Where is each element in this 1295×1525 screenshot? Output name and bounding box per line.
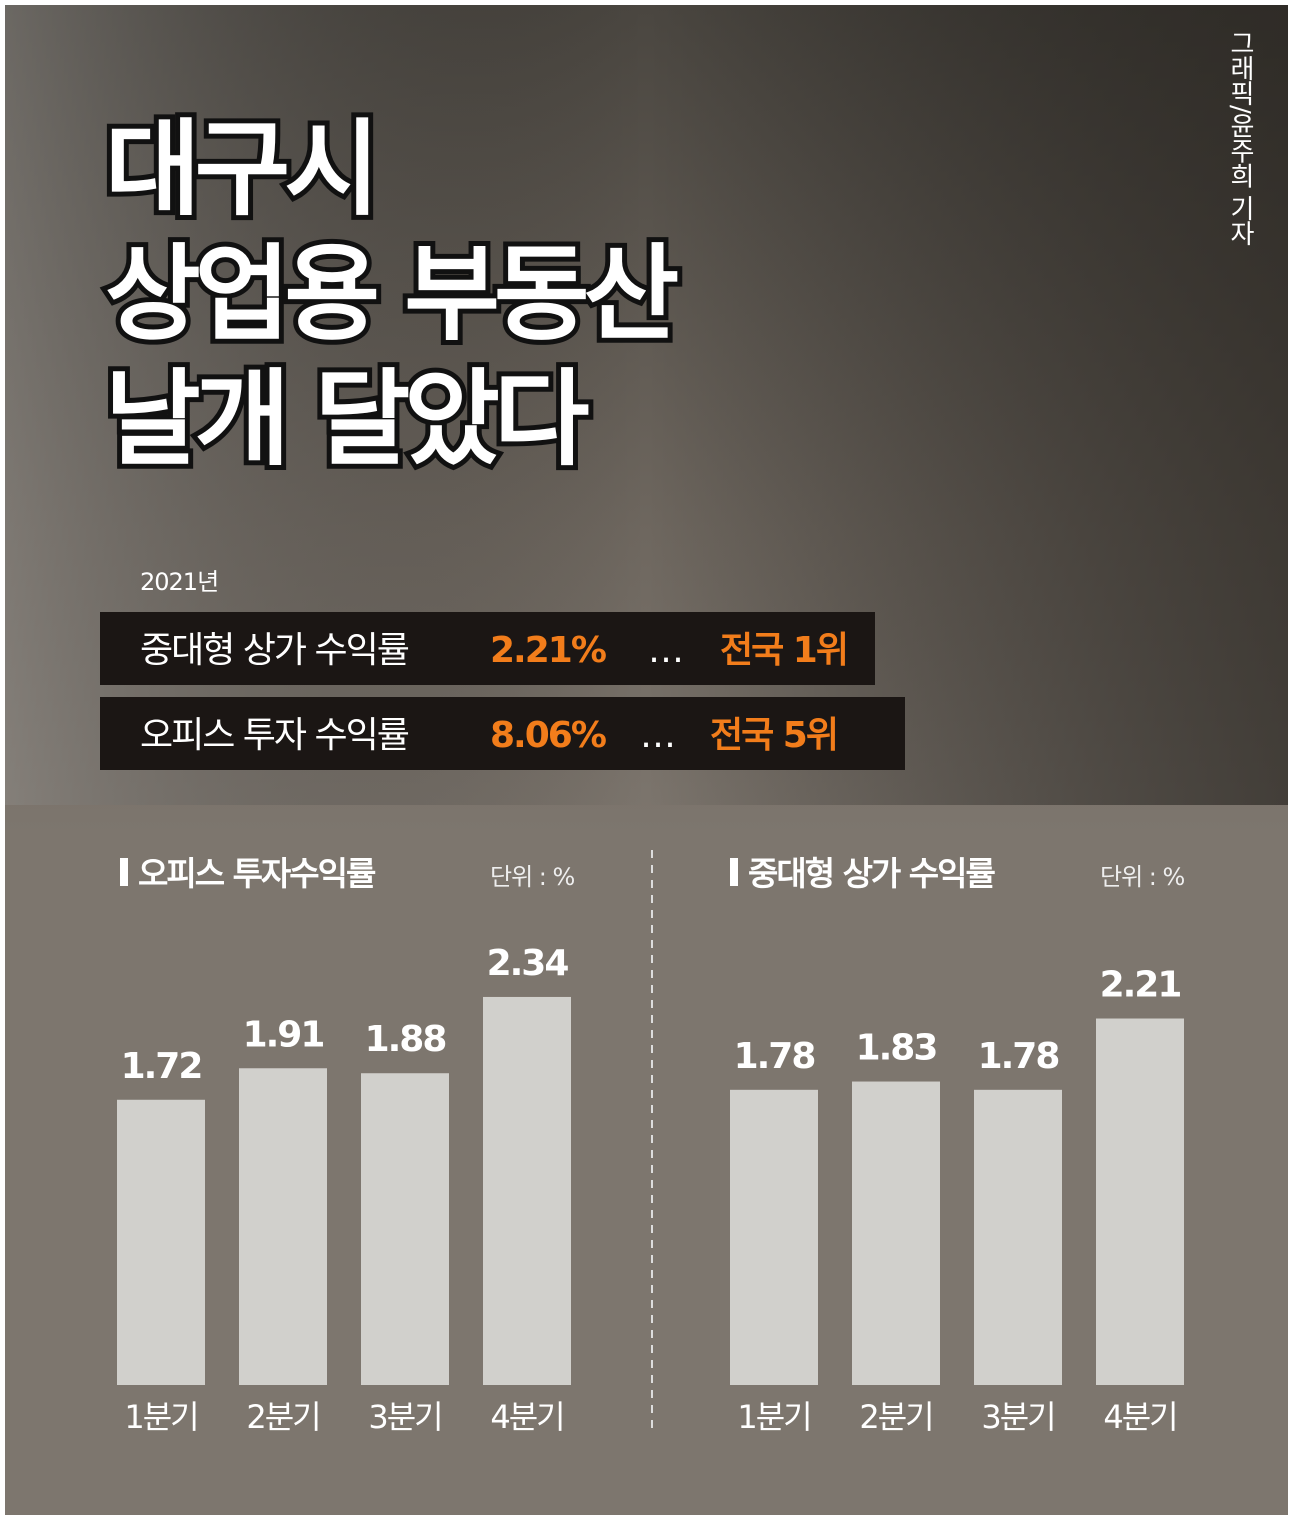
bar: [483, 996, 571, 1385]
highlight-rank: 전국 5위: [710, 715, 837, 756]
x-tick-label: 2분기: [859, 1398, 932, 1436]
unit-label: 단위 : %: [490, 863, 575, 891]
highlight-value: 8.06%: [490, 715, 606, 756]
highlight-box: [100, 612, 875, 685]
chart-title: 오피스 투자수익률: [138, 854, 376, 893]
unit-label: 단위 : %: [1100, 863, 1185, 891]
title-line: 날개 달았다: [105, 358, 589, 480]
value-label: 2.21: [1100, 965, 1181, 1006]
heading-marker: [730, 858, 738, 886]
value-label: 1.88: [365, 1019, 446, 1060]
value-label: 1.78: [978, 1036, 1059, 1077]
value-label: 1.72: [121, 1046, 202, 1087]
x-tick-label: 1분기: [124, 1398, 197, 1436]
bar: [239, 1068, 327, 1385]
value-label: 1.83: [856, 1028, 937, 1069]
value-label: 1.91: [243, 1014, 324, 1055]
bar: [852, 1081, 940, 1385]
highlight-label: 중대형 상가 수익률: [140, 630, 409, 671]
value-label: 1.78: [734, 1036, 815, 1077]
highlight-label: 오피스 투자 수익률: [140, 715, 409, 756]
x-tick-label: 3분기: [368, 1398, 441, 1436]
x-tick-label: 2분기: [246, 1398, 319, 1436]
credit: 그래픽/윤주희 기자: [1225, 30, 1255, 246]
chart-title: 중대형 상가 수익률: [748, 854, 995, 893]
x-tick-label: 3분기: [981, 1398, 1054, 1436]
value-label: 2.34: [487, 943, 569, 984]
bar: [730, 1089, 818, 1385]
x-tick-label: 1분기: [737, 1398, 810, 1436]
bar: [1096, 1018, 1184, 1385]
bar: [974, 1089, 1062, 1385]
title-line: 상업용 부동산: [105, 233, 678, 355]
highlight-rank: 전국 1위: [720, 630, 847, 671]
heading-marker: [120, 858, 128, 886]
highlight-box: [100, 697, 905, 770]
x-tick-label: 4분기: [1103, 1398, 1176, 1436]
year: 2021년: [140, 568, 218, 596]
x-tick-label: 4분기: [490, 1398, 563, 1436]
highlight-sep: …: [640, 715, 674, 756]
highlight-sep: …: [648, 630, 682, 671]
bar: [117, 1099, 205, 1385]
bar: [361, 1073, 449, 1385]
title-line: 대구시: [105, 108, 374, 230]
highlight-value: 2.21%: [490, 630, 606, 671]
